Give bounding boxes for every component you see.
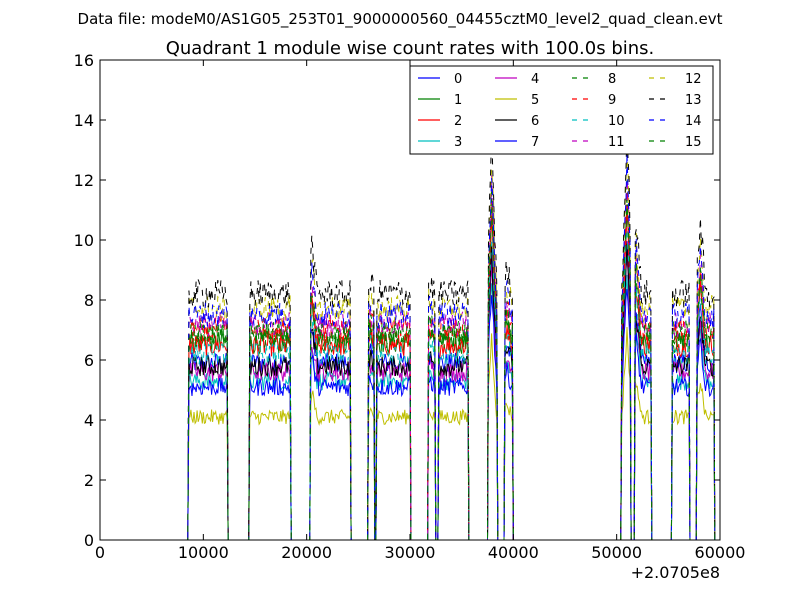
legend-label: 11 [608, 135, 625, 150]
series-line-10 [100, 229, 720, 540]
x-offset-label: +2.0705e8 [631, 563, 720, 582]
x-axis: 0 10000 20000 30000 40000 50000 60000 [95, 60, 746, 562]
series-line-5 [100, 326, 720, 540]
chart-title: Quadrant 1 module wise count rates with … [166, 38, 655, 59]
y-tick-label: 6 [84, 351, 94, 370]
legend-label: 2 [454, 114, 462, 129]
legend-label: 12 [685, 72, 702, 87]
legend-label: 1 [454, 93, 462, 108]
y-tick-label: 0 [84, 531, 94, 550]
series-line-15 [100, 198, 720, 540]
legend-label: 14 [685, 114, 702, 129]
legend-label: 3 [454, 135, 462, 150]
y-tick-label: 2 [84, 471, 94, 490]
series-line-7 [100, 289, 720, 540]
x-tick-label: 0 [95, 543, 105, 562]
y-tick-label: 4 [84, 411, 94, 430]
chart-suptitle: Data file: modeM0/AS1G05_253T01_90000005… [78, 10, 723, 29]
series-line-13 [100, 124, 720, 540]
x-tick-label: 50000 [591, 543, 642, 562]
series-line-6 [100, 243, 720, 540]
legend-label: 7 [531, 135, 539, 150]
series-line-11 [100, 175, 720, 540]
legend-label: 10 [608, 114, 625, 129]
y-tick-label: 8 [84, 291, 94, 310]
y-tick-label: 14 [74, 111, 94, 130]
x-tick-label: 60000 [695, 543, 746, 562]
series-line-8 [100, 178, 720, 540]
series-layer [100, 124, 720, 540]
x-tick-label: 20000 [281, 543, 332, 562]
legend-label: 0 [454, 72, 462, 87]
legend-label: 13 [685, 93, 702, 108]
series-line-2 [100, 206, 720, 540]
legend-label: 4 [531, 72, 539, 87]
x-tick-label: 40000 [488, 543, 539, 562]
y-tick-label: 16 [74, 51, 94, 70]
x-tick-label: 30000 [385, 543, 436, 562]
legend-label: 5 [531, 93, 539, 108]
legend-label: 15 [685, 135, 702, 150]
legend-label: 8 [608, 72, 616, 87]
legend-box [409, 65, 714, 155]
series-line-12 [100, 153, 720, 540]
series-line-14 [100, 153, 720, 540]
y-tick-label: 10 [74, 231, 94, 250]
legend-label: 9 [608, 93, 616, 108]
legend-label: 6 [531, 114, 539, 129]
y-tick-label: 12 [74, 171, 94, 190]
x-tick-label: 10000 [178, 543, 229, 562]
